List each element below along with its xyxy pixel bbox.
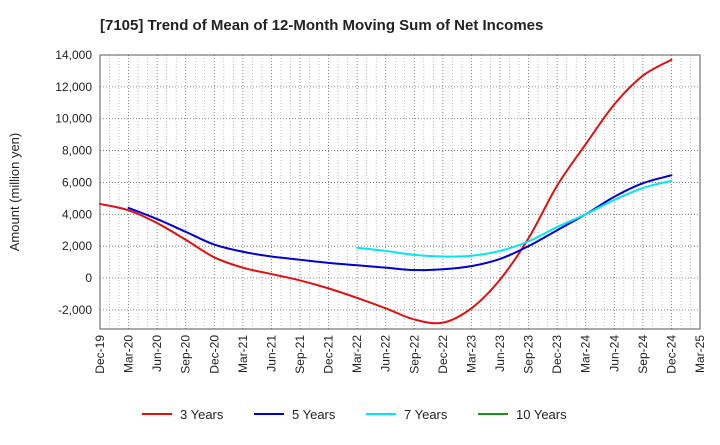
x-tick-label: Dec-19 <box>93 335 107 374</box>
y-tick-label: 2,000 <box>62 239 92 253</box>
x-tick-label: Dec-20 <box>207 335 221 374</box>
x-tick-label: Dec-24 <box>664 335 678 374</box>
x-tick-label: Jun-22 <box>379 335 393 372</box>
y-tick-label: 8,000 <box>62 144 92 158</box>
x-tick-label: Mar-25 <box>693 335 707 373</box>
plot-frame <box>99 54 701 330</box>
y-tick-label: 6,000 <box>62 175 92 189</box>
legend: 3 Years 5 Years 7 Years 10 Years <box>142 407 567 422</box>
legend-label: 10 Years <box>516 407 567 422</box>
y-tick-label: 4,000 <box>62 207 92 221</box>
x-tick-label: Sep-22 <box>407 335 421 374</box>
legend-label: 7 Years <box>404 407 448 422</box>
x-tick-label: Jun-24 <box>607 335 621 372</box>
x-tick-label: Sep-20 <box>179 335 193 374</box>
y-tick-label: 10,000 <box>55 112 92 126</box>
y-tick-label: -2,000 <box>58 303 92 317</box>
x-tick-label: Jun-21 <box>264 335 278 372</box>
legend-label: 5 Years <box>292 407 336 422</box>
x-tick-label: Mar-22 <box>350 335 364 373</box>
x-tick-label: Sep-24 <box>636 335 650 374</box>
series-line <box>99 58 673 325</box>
x-tick-label: Dec-21 <box>322 335 336 374</box>
grid-lines <box>99 54 701 330</box>
y-tick-label: 0 <box>85 271 92 285</box>
x-tick-label: Dec-22 <box>436 335 450 374</box>
x-tick-label: Mar-20 <box>122 335 136 373</box>
x-tick-label: Sep-23 <box>522 335 536 374</box>
x-tick-label: Mar-21 <box>236 335 250 373</box>
legend-label: 3 Years <box>180 407 224 422</box>
y-axis-label: Amount (million yen) <box>7 133 22 252</box>
x-tick-label: Mar-23 <box>464 335 478 373</box>
x-tick-label: Jun-20 <box>150 335 164 372</box>
x-tick-label: Mar-24 <box>579 335 593 373</box>
x-tick-label: Jun-23 <box>493 335 507 372</box>
x-tick-label: Dec-23 <box>550 335 564 374</box>
chart-title: [7105] Trend of Mean of 12-Month Moving … <box>100 17 543 34</box>
x-tick-label: Sep-21 <box>293 335 307 374</box>
axes: Dec-19 Mar-20 Jun-20 Sep-20 Dec-20 Mar-21 Jun-… <box>55 48 707 374</box>
y-tick-label: 14,000 <box>55 48 92 62</box>
series-lines <box>99 58 673 325</box>
y-tick-label: 12,000 <box>55 80 92 94</box>
series-line <box>356 179 673 258</box>
